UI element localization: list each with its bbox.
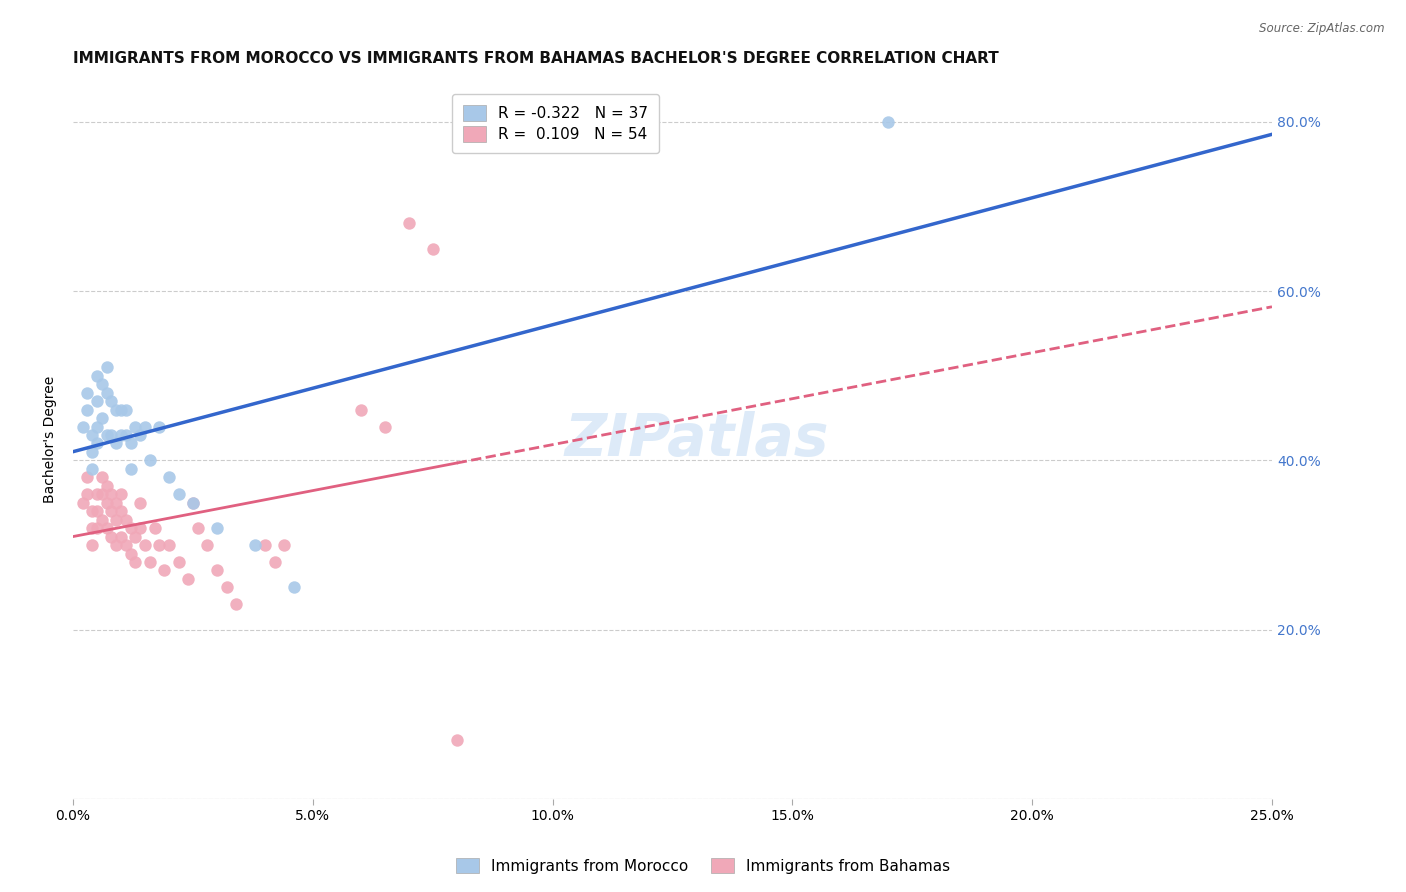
Point <box>129 428 152 442</box>
Point <box>446 732 468 747</box>
Point <box>148 538 170 552</box>
Point <box>245 538 267 552</box>
Legend: R = -0.322   N = 37, R =  0.109   N = 54: R = -0.322 N = 37, R = 0.109 N = 54 <box>453 95 659 153</box>
Point <box>86 419 108 434</box>
Text: Source: ZipAtlas.com: Source: ZipAtlas.com <box>1260 22 1385 36</box>
Point <box>105 538 128 552</box>
Point <box>90 513 112 527</box>
Point <box>82 445 104 459</box>
Point <box>90 377 112 392</box>
Point <box>100 428 122 442</box>
Point <box>100 530 122 544</box>
Point <box>120 436 142 450</box>
Point <box>100 504 122 518</box>
Point <box>96 360 118 375</box>
Point <box>86 504 108 518</box>
Point <box>110 428 132 442</box>
Point <box>96 521 118 535</box>
Point <box>115 402 138 417</box>
Point <box>273 538 295 552</box>
Point <box>350 402 373 417</box>
Point <box>157 538 180 552</box>
Point <box>86 394 108 409</box>
Point <box>177 572 200 586</box>
Point <box>253 538 276 552</box>
Point <box>877 114 900 128</box>
Point <box>90 470 112 484</box>
Point <box>263 555 285 569</box>
Point <box>72 419 94 434</box>
Point <box>225 597 247 611</box>
Point <box>283 580 305 594</box>
Point <box>134 419 156 434</box>
Point <box>129 521 152 535</box>
Point <box>398 216 420 230</box>
Point <box>157 470 180 484</box>
Point <box>124 419 146 434</box>
Point <box>110 530 132 544</box>
Point <box>82 462 104 476</box>
Point <box>115 513 138 527</box>
Point <box>124 530 146 544</box>
Point <box>100 394 122 409</box>
Point <box>167 555 190 569</box>
Point <box>86 521 108 535</box>
Point <box>205 564 228 578</box>
Point <box>124 555 146 569</box>
Point <box>105 496 128 510</box>
Point <box>139 555 162 569</box>
Point <box>422 242 444 256</box>
Point <box>134 538 156 552</box>
Point <box>76 470 98 484</box>
Point <box>148 419 170 434</box>
Point <box>139 453 162 467</box>
Point <box>110 402 132 417</box>
Point <box>187 521 209 535</box>
Point <box>205 521 228 535</box>
Point <box>86 487 108 501</box>
Point <box>115 428 138 442</box>
Point <box>105 402 128 417</box>
Point <box>120 547 142 561</box>
Point <box>181 496 204 510</box>
Point <box>374 419 396 434</box>
Point <box>181 496 204 510</box>
Point <box>110 504 132 518</box>
Point <box>215 580 238 594</box>
Point <box>90 487 112 501</box>
Point <box>72 496 94 510</box>
Point <box>105 513 128 527</box>
Point <box>76 385 98 400</box>
Point <box>96 428 118 442</box>
Text: IMMIGRANTS FROM MOROCCO VS IMMIGRANTS FROM BAHAMAS BACHELOR'S DEGREE CORRELATION: IMMIGRANTS FROM MOROCCO VS IMMIGRANTS FR… <box>73 51 998 66</box>
Point <box>86 368 108 383</box>
Point <box>76 402 98 417</box>
Point <box>153 564 176 578</box>
Point <box>120 462 142 476</box>
Point <box>105 436 128 450</box>
Point <box>90 411 112 425</box>
Point <box>100 487 122 501</box>
Y-axis label: Bachelor's Degree: Bachelor's Degree <box>44 376 58 503</box>
Point <box>129 496 152 510</box>
Point <box>96 496 118 510</box>
Point <box>195 538 218 552</box>
Text: ZIPatlas: ZIPatlas <box>564 410 828 467</box>
Point <box>115 538 138 552</box>
Point <box>82 504 104 518</box>
Point <box>76 487 98 501</box>
Point <box>143 521 166 535</box>
Point <box>82 538 104 552</box>
Point <box>120 521 142 535</box>
Legend: Immigrants from Morocco, Immigrants from Bahamas: Immigrants from Morocco, Immigrants from… <box>450 852 956 880</box>
Point <box>82 521 104 535</box>
Point <box>110 487 132 501</box>
Point <box>86 436 108 450</box>
Point <box>82 428 104 442</box>
Point <box>96 479 118 493</box>
Point <box>167 487 190 501</box>
Point <box>96 385 118 400</box>
